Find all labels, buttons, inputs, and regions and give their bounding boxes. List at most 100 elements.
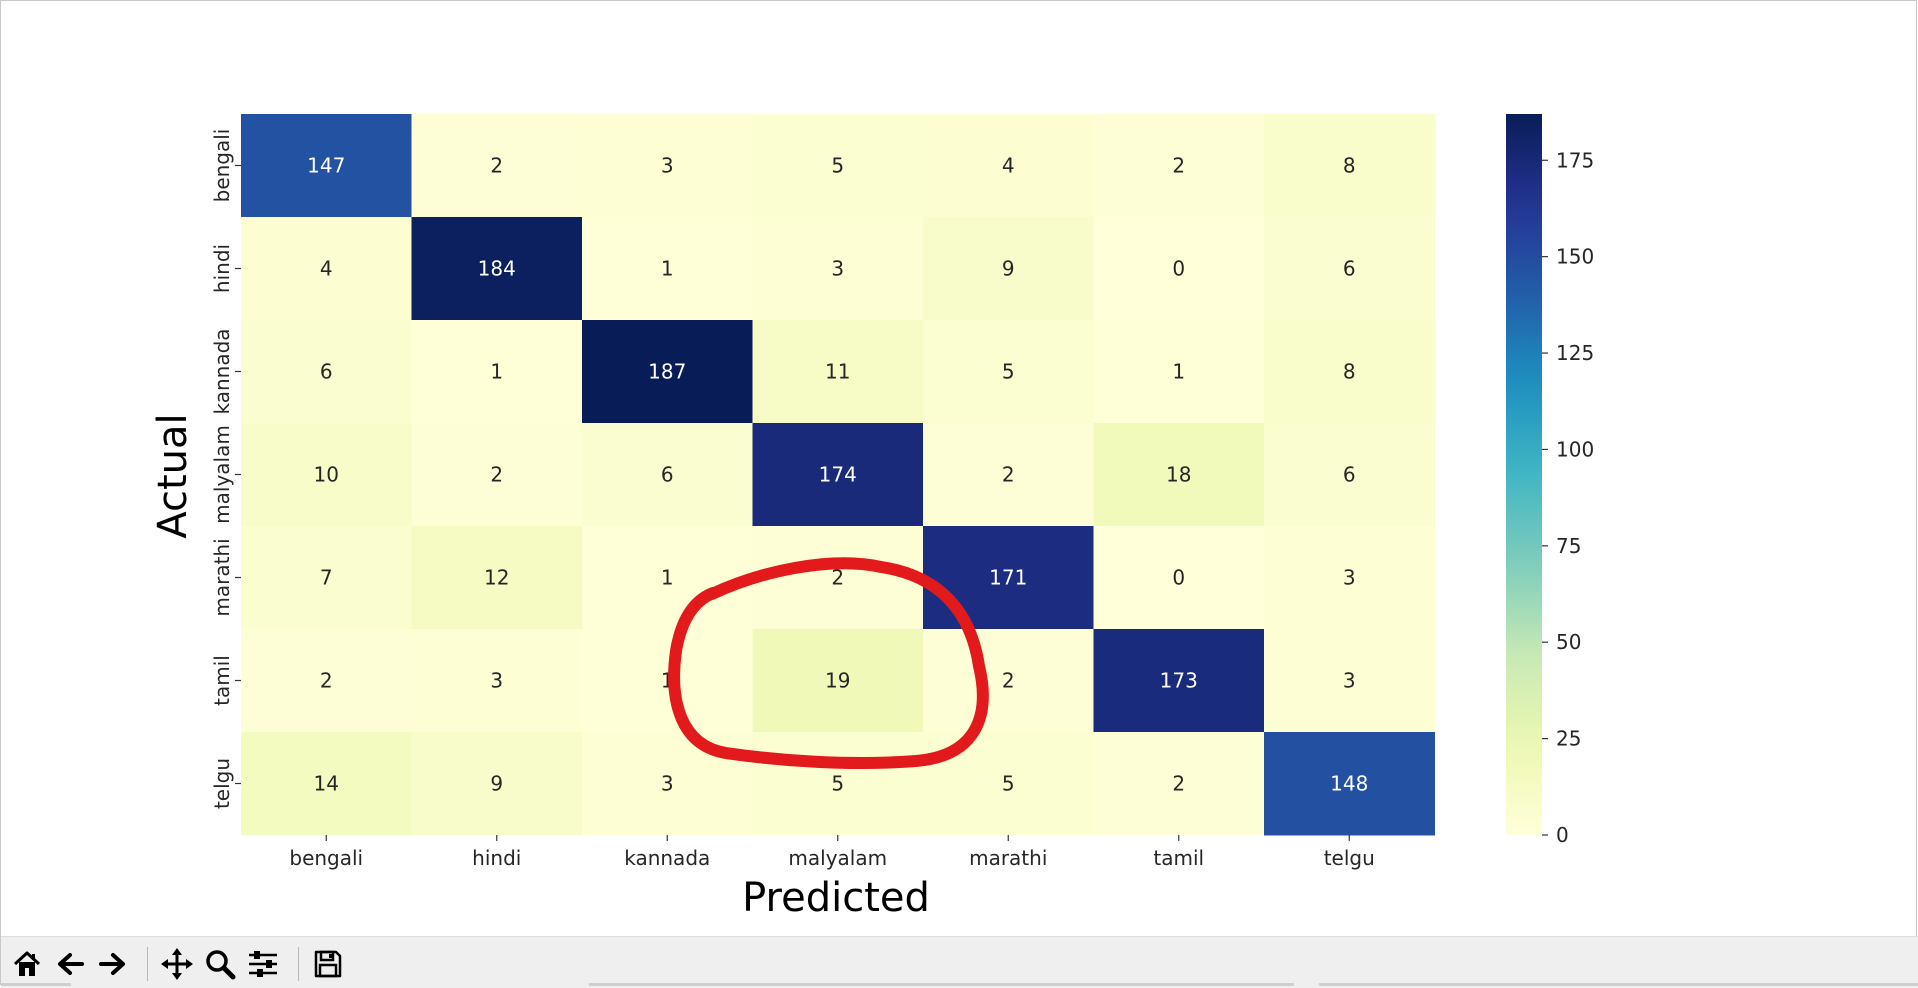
heatmap-cell [241,217,412,321]
cell-value-label: 5 [1002,360,1015,384]
cell-value-label: 187 [648,360,686,384]
colorbar-tick-label: 50 [1556,630,1581,654]
x-tick-label: bengali [289,846,363,870]
heatmap-cell [923,320,1094,424]
cell-value-label: 6 [661,463,674,487]
y-tick-label: kannada [210,328,234,414]
heatmap-cell [241,629,412,733]
heatmap-cell [1264,526,1435,630]
heatmap-cell [241,526,412,630]
cell-value-label: 11 [825,360,850,384]
colorbar-tick-label: 150 [1556,245,1594,269]
colorbar-tick-label: 75 [1556,534,1581,558]
x-axis-ticks: bengali hindi kannada malyalam marathi tamil t… [289,835,1375,870]
cell-value-label: 171 [989,566,1027,590]
cell-value-label: 9 [1002,257,1015,281]
heatmap-cell [582,320,753,424]
heatmap-cell [923,217,1094,321]
cell-value-label: 5 [1002,772,1015,796]
navigation-toolbar [1,936,1918,988]
heatmap-cell [1264,217,1435,321]
heatmap-cell [582,423,753,527]
pan-button[interactable] [157,944,197,984]
heatmap-cell [1093,114,1265,218]
heatmap-cell [1093,423,1265,527]
cell-value-label: 2 [1172,154,1185,178]
cell-value-label: 3 [831,257,844,281]
x-tick-label: tamil [1153,846,1204,870]
toolbar-separator [147,947,148,981]
forward-button[interactable] [93,944,133,984]
x-tick-label: marathi [969,846,1047,870]
heatmap-cell [1264,114,1435,218]
zoom-icon [206,950,236,980]
cell-value-label: 4 [1002,154,1015,178]
figure-canvas[interactable]: 147 2 3 5 4 2 8 4 184 1 3 9 0 6 6 1 187 11 5 1 8 10 2 6 174 2 18 6 7… [1,1,1918,936]
heatmap-cell [582,217,753,321]
heatmap-cell [1264,732,1435,836]
heatmap-cell [411,114,583,218]
colorbar-tick-label: 175 [1556,148,1594,172]
y-tick-label: marathi [210,538,234,616]
cell-value-label: 1 [490,360,503,384]
colorbar-rect [1506,114,1542,835]
x-tick-label: kannada [624,846,710,870]
heatmap-cell [411,629,583,733]
save-button[interactable] [308,944,348,984]
cell-value-label: 2 [831,566,844,590]
cell-value-label: 1 [1172,360,1185,384]
cell-value-label: 2 [490,154,503,178]
window-frame-edge [1,983,71,986]
heatmap-cell [411,732,583,836]
colorbar-ticks: 0 25 50 75 100 125 150 175 [1542,148,1594,847]
colorbar-tick-label: 0 [1556,823,1569,847]
configure-button[interactable] [243,944,283,984]
back-button[interactable] [50,944,90,984]
heatmap-cell [923,629,1094,733]
heatmap-cell [752,732,924,836]
y-tick-label: malyalam [210,425,234,524]
cell-value-label: 0 [1172,566,1185,590]
heatmap-cell [1093,320,1265,424]
cell-value-label: 148 [1330,772,1368,796]
cell-value-label: 7 [320,566,333,590]
home-button[interactable] [7,944,47,984]
heatmap-cell [752,423,924,527]
colorbar-tick-label: 125 [1556,341,1594,365]
heatmap-cell [1093,629,1265,733]
cell-value-label: 1 [661,257,674,281]
x-tick-label: telgu [1324,846,1375,870]
cell-value-label: 3 [1343,669,1356,693]
window-frame-edge [1319,983,1918,986]
heatmap-cells [241,114,1435,836]
zoom-button[interactable] [200,944,240,984]
cell-value-label: 18 [1166,463,1191,487]
heatmap-cell [241,423,412,527]
window-frame-edge [589,983,1294,986]
heatmap-cell [411,320,583,424]
colorbar-tick-label: 25 [1556,727,1581,751]
cell-value-label: 184 [478,257,516,281]
cell-value-label: 14 [314,772,339,796]
cell-value-label: 6 [1343,257,1356,281]
cell-value-label: 2 [320,669,333,693]
toolbar-separator [298,947,299,981]
cell-value-label: 12 [484,566,509,590]
heatmap-cell [411,217,583,321]
heatmap-cell [411,423,583,527]
move-icon [161,948,193,980]
heatmap-cell [1264,320,1435,424]
cell-value-label: 173 [1160,669,1198,693]
arrow-right-icon [99,953,125,975]
heatmap-cell [923,114,1094,218]
cell-value-label: 1 [661,566,674,590]
cell-value-label: 2 [1002,669,1015,693]
cell-value-label: 6 [1343,463,1356,487]
y-axis-ticks: bengali hindi kannada malyalam marathi tamil t… [210,129,241,809]
cell-value-label: 6 [320,360,333,384]
cell-value-label: 8 [1343,360,1356,384]
heatmap-cell [752,217,924,321]
heatmap-cell [752,629,924,733]
heatmap-cell-labels: 147 2 3 5 4 2 84 184 1 3 9 0 66 1 187 11 5 1 810 2 6 174 2 18 67… [307,154,1368,796]
